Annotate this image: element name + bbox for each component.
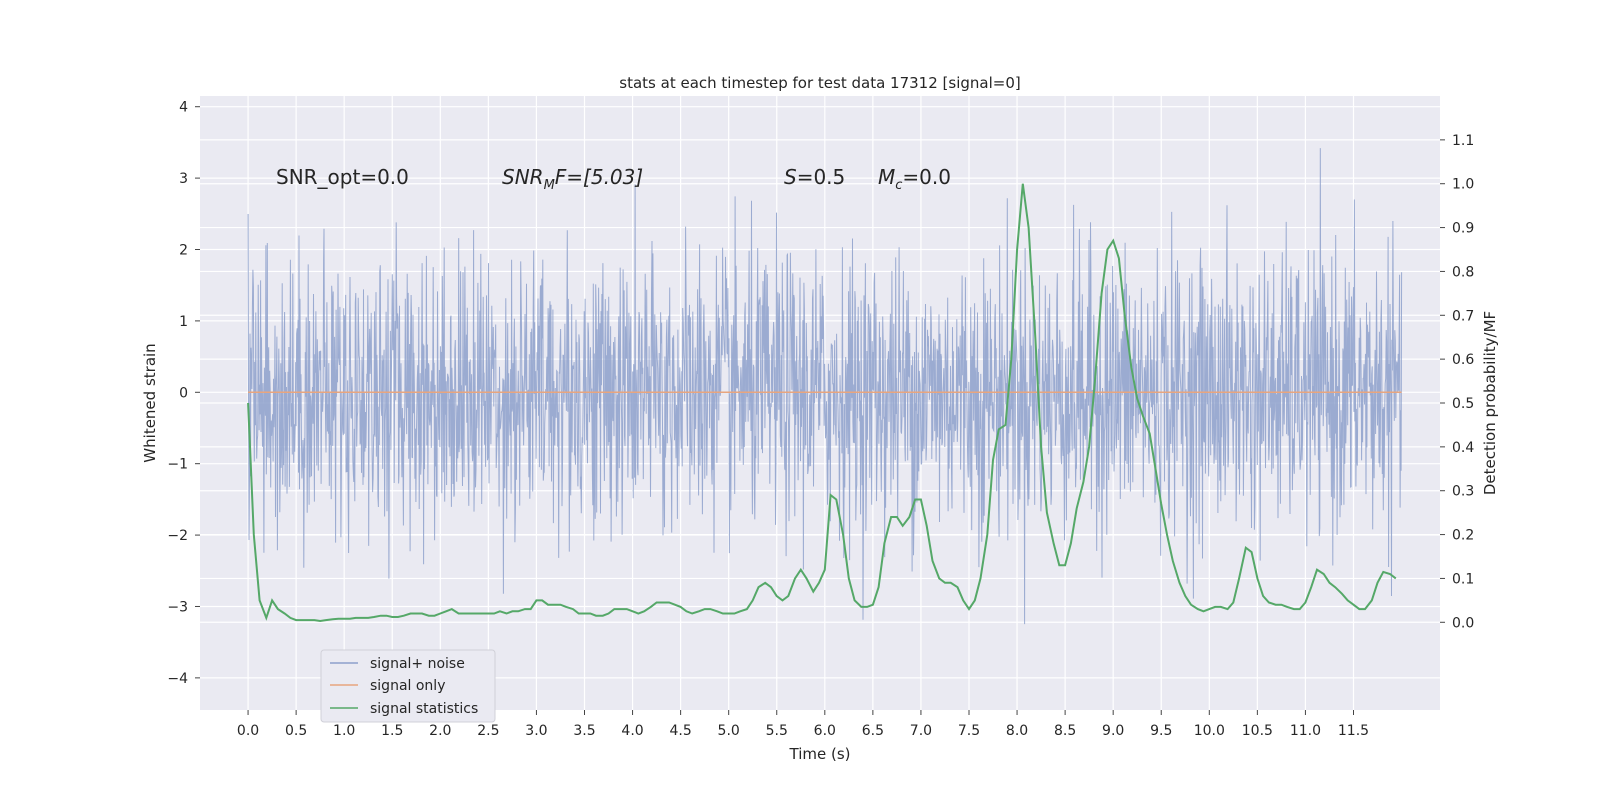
x-axis: 0.0 0.5 1.0 1.5 2.0 2.5 3.0 3.5 4.0 4.5 5.0 5.5 6.0 6…	[237, 710, 1369, 739]
annotation-snr-mf-main: SNR	[502, 165, 544, 189]
signal-statistics-line	[247, 183, 1397, 623]
y-right-tick-label-1: 0.1	[1452, 571, 1474, 587]
annotation-s: S=0.5	[784, 165, 845, 189]
y-tick-label-1: −3	[167, 599, 188, 615]
x-tick-label-22: 11.0	[1290, 723, 1321, 739]
y-right-tick-label-2: 0.2	[1452, 528, 1474, 544]
y-tick-label-8: 4	[179, 100, 188, 116]
x-tick-label-8: 4.0	[621, 723, 643, 739]
y-tick-label-4: 0	[179, 385, 188, 401]
y-right-tick-label-11: 1.1	[1452, 133, 1474, 149]
y-right-tick-label-10: 1.0	[1452, 177, 1474, 193]
x-tick-label-11: 5.5	[766, 723, 788, 739]
x-tick-label-14: 7.0	[910, 723, 932, 739]
annotation-snr-mf-sub: M	[544, 178, 555, 193]
x-tick-label-4: 2.0	[429, 723, 451, 739]
series-signal-statistics	[247, 183, 1397, 623]
annotation-mc-main: M	[878, 165, 895, 189]
y-right-tick-label-7: 0.7	[1452, 308, 1474, 324]
y-right-tick-label-4: 0.4	[1452, 440, 1474, 456]
annotation-mc: Mc=0.0	[878, 165, 951, 193]
x-tick-label-6: 3.0	[525, 723, 547, 739]
legend: signal+ noise signal only signal statist…	[320, 649, 496, 723]
y-axis-left: −4 −3 −2 −1 0 1 2 3 4	[167, 100, 200, 687]
legend-box	[320, 649, 496, 723]
x-tick-label-7: 3.5	[573, 723, 595, 739]
x-tick-label-17: 8.5	[1054, 723, 1076, 739]
legend-label-signal-statistics: signal statistics	[370, 701, 478, 717]
y-right-tick-label-9: 0.9	[1452, 221, 1474, 237]
x-tick-label-20: 10.0	[1194, 723, 1225, 739]
x-tick-label-23: 11.5	[1338, 723, 1369, 739]
legend-label-signal-only: signal only	[370, 678, 445, 694]
x-tick-label-15: 7.5	[958, 723, 980, 739]
series-signal-noise	[247, 148, 1403, 625]
x-tick-label-13: 6.5	[862, 723, 884, 739]
y-right-tick-label-6: 0.6	[1452, 352, 1474, 368]
annotation-mc-rest: =0.0	[902, 165, 951, 189]
y-right-tick-label-5: 0.5	[1452, 396, 1474, 412]
x-tick-label-12: 6.0	[814, 723, 836, 739]
x-tick-label-18: 9.0	[1102, 723, 1124, 739]
x-tick-label-16: 8.0	[1006, 723, 1028, 739]
y-right-tick-label-0: 0.0	[1452, 615, 1474, 631]
x-tick-label-19: 9.5	[1150, 723, 1172, 739]
y-tick-label-2: −2	[167, 528, 188, 544]
annotation-snr-mf: SNRMF=[5.03]	[502, 165, 643, 193]
y-tick-label-6: 2	[179, 243, 188, 259]
y-tick-label-7: 3	[179, 171, 188, 187]
y-axis-label: Whitened strain	[141, 343, 159, 462]
x-tick-label-9: 4.5	[669, 723, 691, 739]
x-tick-label-3: 1.5	[381, 723, 403, 739]
y-axis-right-label: Detection probability/MF	[1481, 311, 1499, 495]
signal-noise-line	[247, 148, 1403, 625]
annotation-mc-sub: c	[895, 178, 902, 193]
x-tick-label-2: 1.0	[333, 723, 355, 739]
legend-label-signal-noise: signal+ noise	[370, 656, 465, 672]
y-right-tick-label-3: 0.3	[1452, 484, 1474, 500]
annotation-s-rest: =0.5	[797, 165, 846, 189]
x-tick-label-5: 2.5	[477, 723, 499, 739]
y-tick-label-0: −4	[167, 671, 188, 687]
y-tick-label-3: −1	[167, 457, 188, 473]
x-tick-label-10: 5.0	[718, 723, 740, 739]
y-right-tick-label-8: 0.8	[1452, 264, 1474, 280]
annotation-snr-mf-rest: F=[5.03]	[555, 165, 643, 189]
y-axis-right: 0.0 0.1 0.2 0.3 0.4 0.5 0.6 0.7 0.8 0.9 1.0 1.1	[1440, 133, 1474, 631]
x-axis-label: Time (s)	[789, 745, 851, 763]
x-tick-label-1: 0.5	[285, 723, 307, 739]
x-tick-label-21: 10.5	[1242, 723, 1273, 739]
annotation-s-main: S	[784, 165, 797, 189]
y-tick-label-5: 1	[179, 314, 188, 330]
x-tick-label-0: 0.0	[237, 723, 259, 739]
chart-title: stats at each timestep for test data 173…	[619, 74, 1020, 92]
annotation-snr-opt: SNR_opt=0.0	[276, 165, 409, 189]
